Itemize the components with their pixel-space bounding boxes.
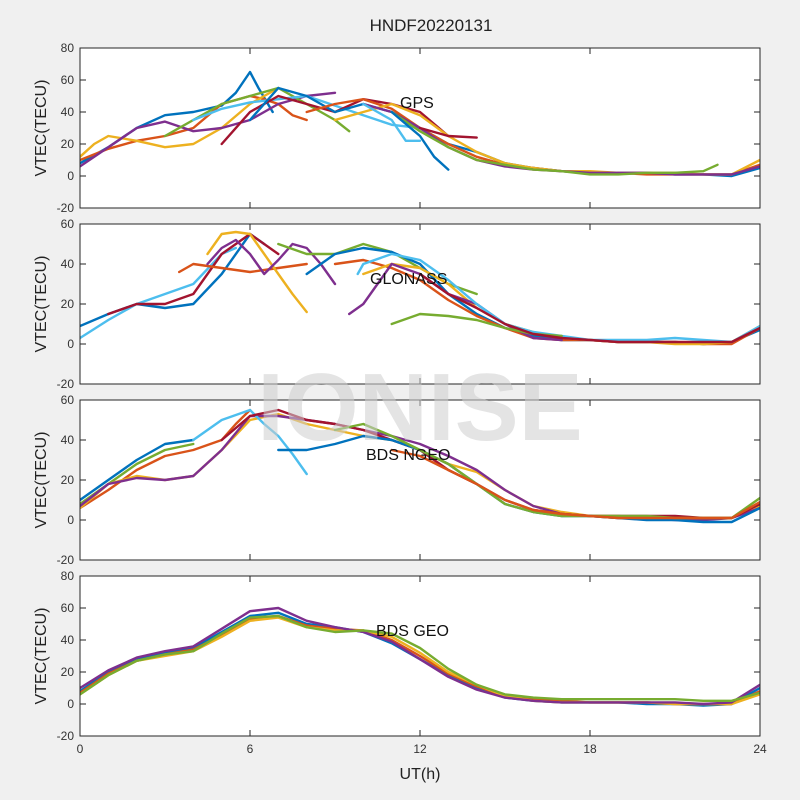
y-tick-label: -20 (57, 553, 75, 567)
y-tick-label: -20 (57, 729, 75, 743)
x-tick-label: 0 (77, 742, 84, 756)
watermark: IONISE (257, 354, 582, 461)
series-line-10 (390, 448, 760, 520)
series-group (80, 408, 760, 524)
panel-annotation: BDS NGEO (366, 447, 450, 464)
y-tick-label: 60 (61, 73, 75, 87)
series-line-15 (418, 126, 478, 139)
series-line-3 (80, 86, 280, 159)
panel-3: -20 0 20 40 60 VTEC(TECU) BDS NGEO (33, 393, 761, 567)
y-tick-label: 20 (61, 137, 75, 151)
plot-area (80, 400, 760, 560)
series-line-6 (192, 408, 308, 476)
y-tick-label: 40 (61, 433, 75, 447)
series-line-14 (390, 110, 450, 171)
y-tick-label: 40 (61, 257, 75, 271)
x-axis-label: UT(h) (400, 766, 441, 783)
y-tick-label: 20 (61, 665, 75, 679)
y-tick-label: 0 (67, 169, 74, 183)
panel-2: -20 0 20 40 60 VTEC(TECU) GLONASS (33, 217, 761, 391)
panel-annotation: GPS (400, 95, 434, 112)
series-group (80, 606, 760, 707)
series-line-12 (390, 110, 719, 176)
series-line-14 (418, 272, 760, 344)
series-line-6 (206, 238, 337, 286)
series-line-3 (80, 408, 252, 510)
series-line-4 (177, 262, 308, 274)
series-line-13 (362, 102, 422, 143)
figure-title: HNDF20220131 (370, 16, 493, 35)
y-tick-label: 80 (61, 569, 75, 583)
y-tick-label: 0 (67, 337, 74, 351)
panel-1: -20 0 20 40 60 80 VTEC(TECU) GPS (33, 41, 761, 215)
series-group (80, 230, 760, 346)
y-tick-label: 60 (61, 601, 75, 615)
y-axis-label: VTEC(TECU) (33, 256, 50, 353)
y-tick-label: 0 (67, 513, 74, 527)
y-axis-label: VTEC(TECU) (33, 608, 50, 705)
y-tick-label: 40 (61, 105, 75, 119)
panel-annotation: GLONASS (370, 271, 447, 288)
x-tick-label: 24 (753, 742, 767, 756)
panel-annotation: BDS GEO (376, 623, 449, 640)
y-tick-label: -20 (57, 201, 75, 215)
y-tick-label: 80 (61, 41, 75, 55)
y-tick-label: 0 (67, 697, 74, 711)
x-tick-label: 6 (247, 742, 254, 756)
y-tick-label: 60 (61, 393, 75, 407)
y-tick-label: 40 (61, 633, 75, 647)
series-line-4 (80, 606, 760, 706)
series-line-5 (206, 230, 308, 314)
y-axis-label: VTEC(TECU) (33, 432, 50, 529)
y-tick-label: 60 (61, 217, 75, 231)
y-axis-label: VTEC(TECU) (33, 80, 50, 177)
series-group (80, 70, 760, 178)
x-tick-label: 12 (413, 742, 427, 756)
y-tick-label: 20 (61, 473, 75, 487)
x-tick-label: 18 (583, 742, 597, 756)
series-line-5 (80, 614, 760, 702)
y-tick-label: -20 (57, 377, 75, 391)
series-line-1 (80, 438, 195, 502)
y-tick-label: 20 (61, 297, 75, 311)
